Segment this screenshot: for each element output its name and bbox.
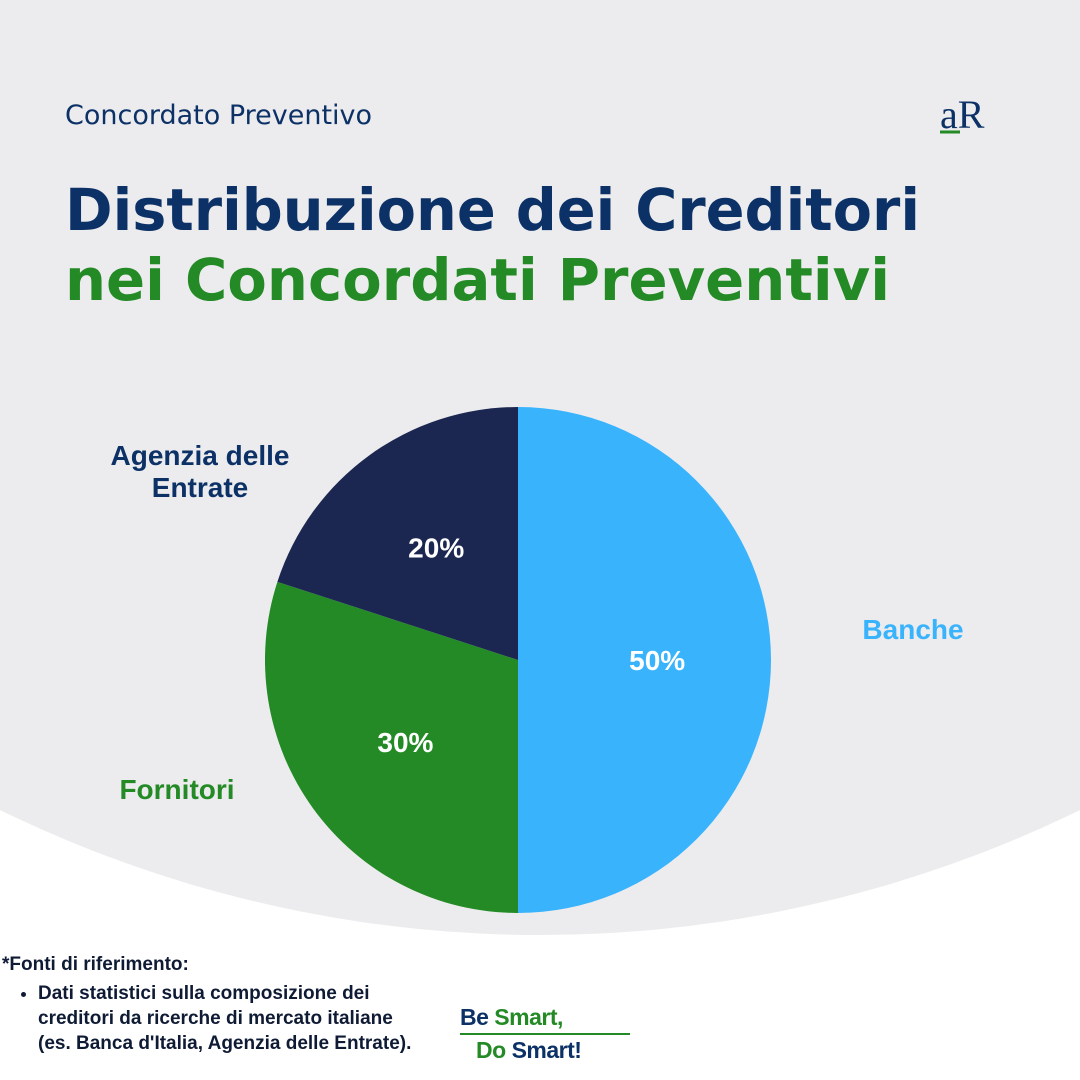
category-label: Agenzia delle Entrate: [110, 440, 290, 503]
pie-slice: [277, 407, 518, 660]
slogan-word: Do: [476, 1037, 506, 1063]
header: Concordato Preventivo: [65, 100, 372, 131]
slogan-word: Smart,: [494, 1004, 563, 1030]
footnote-list: Dati statistici sulla composizione dei c…: [2, 981, 422, 1056]
footnote-title: *Fonti di riferimento:: [2, 954, 189, 975]
logo: aR: [940, 92, 985, 137]
chart-title: Distribuzione dei Creditori: [65, 176, 920, 244]
slogan-line: Do Smart!: [460, 1037, 630, 1064]
value-label: 20%: [408, 532, 464, 563]
pie-slice: [518, 407, 771, 913]
slogan: Be Smart, Do Smart!: [460, 1004, 630, 1064]
category-label: Banche: [862, 614, 964, 645]
category-label: Fornitori: [119, 774, 235, 805]
slogan-line: Be Smart,: [460, 1004, 630, 1035]
chart-subtitle: nei Concordati Preventivi: [65, 246, 890, 314]
value-label: 50%: [629, 645, 685, 676]
footnote: *Fonti di riferimento: Dati statistici s…: [2, 952, 422, 1056]
slogan-word: Smart!: [511, 1037, 582, 1063]
slogan-word: Be: [460, 1004, 489, 1030]
value-label: 30%: [377, 727, 433, 758]
pie-slice: [264, 581, 518, 913]
footnote-item: Dati statistici sulla composizione dei c…: [38, 981, 422, 1056]
